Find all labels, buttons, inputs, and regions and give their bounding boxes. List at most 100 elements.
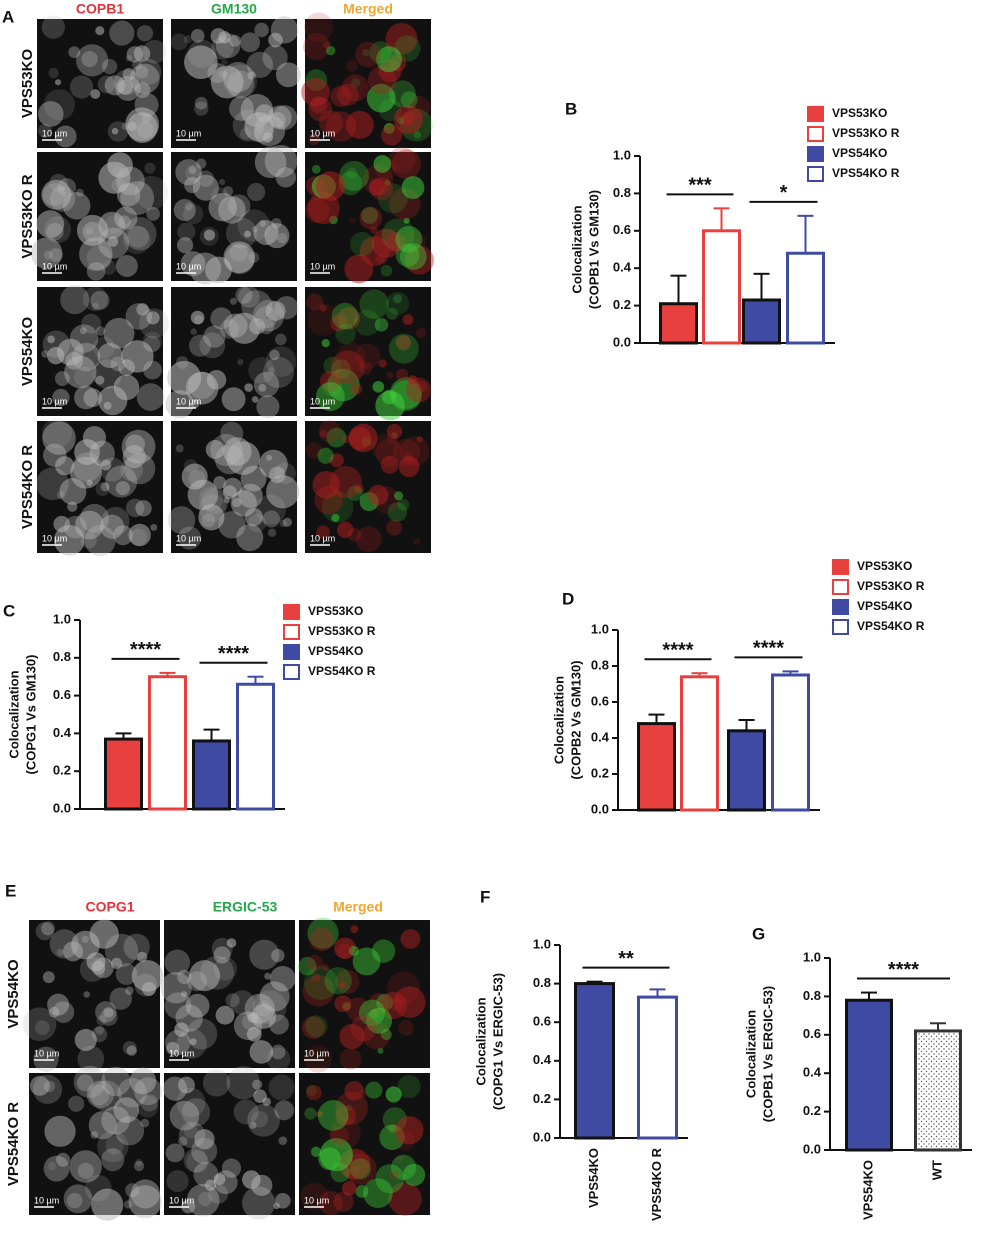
cell-signal <box>86 479 93 486</box>
cell-signal <box>35 922 54 941</box>
legend-label: VPS54KO <box>308 644 363 658</box>
cell-signal <box>198 504 225 531</box>
legend-label: VPS53KO R <box>832 126 900 140</box>
cell-signal <box>100 1008 118 1026</box>
legend-label: VPS53KO <box>832 106 887 120</box>
cell-signal <box>95 375 105 385</box>
cell-signal <box>255 305 278 329</box>
cell-signal <box>210 28 227 44</box>
cell-signal <box>218 511 246 539</box>
cell-signal <box>90 290 110 310</box>
cell-signal <box>229 34 241 47</box>
cell-signal <box>264 972 272 980</box>
scale-bar-label: 10 µm <box>310 533 335 543</box>
cell-signal <box>254 146 287 179</box>
cell-signal <box>278 1136 288 1145</box>
cell-signal <box>258 449 288 479</box>
cell-signal <box>169 1100 200 1131</box>
cell-signal <box>251 396 259 403</box>
cell-signal <box>174 1022 189 1037</box>
cell-signal <box>368 992 389 1014</box>
cell-signal <box>48 67 59 79</box>
cell-signal <box>395 225 423 253</box>
cell-signal <box>309 927 334 952</box>
cell-signal <box>22 1007 57 1041</box>
cell-signal <box>376 46 403 73</box>
scale-bar-label: 10 µm <box>42 128 67 138</box>
cell-signal <box>395 368 409 381</box>
cell-signal <box>330 1126 350 1145</box>
cell-signal <box>375 253 385 264</box>
cell-signal <box>394 491 404 501</box>
cell-signal <box>98 385 128 416</box>
cell-signal <box>362 164 394 196</box>
cell-signal <box>230 990 255 1015</box>
cell-signal <box>311 164 321 174</box>
cell-signal <box>190 310 205 325</box>
cell-signal <box>117 79 133 95</box>
cell-signal <box>238 483 263 509</box>
cell-signal <box>115 75 141 101</box>
cell-signal <box>403 452 413 463</box>
cell-signal <box>183 459 199 474</box>
legend-marker <box>832 579 849 595</box>
legend-label: VPS53KO <box>308 604 363 618</box>
cell-signal <box>335 323 356 345</box>
cell-signal <box>376 993 394 1012</box>
cell-signal <box>178 526 202 550</box>
cell-signal <box>124 1200 133 1209</box>
cell-signal <box>336 521 354 539</box>
cell-signal <box>186 1150 209 1173</box>
scale-bar-label: 10 µm <box>310 396 335 406</box>
cell-signal <box>136 383 165 411</box>
cell-signal <box>399 243 427 270</box>
cell-signal <box>136 25 154 42</box>
cell-signal <box>386 431 399 444</box>
cell-signal <box>346 997 370 1022</box>
cell-signal <box>349 1165 360 1176</box>
cell-signal <box>135 65 149 79</box>
cell-signal <box>196 158 207 169</box>
cell-signal <box>95 26 105 36</box>
cell-signal <box>307 303 340 336</box>
cell-signal <box>43 1155 70 1182</box>
legend-label: VPS54KO R <box>832 166 900 180</box>
cell-signal <box>388 146 416 174</box>
cell-signal <box>415 327 427 339</box>
cell-signal <box>367 65 397 95</box>
legend-label: VPS53KO R <box>857 579 925 593</box>
cell-signal <box>105 214 124 234</box>
cell-signal <box>344 254 374 284</box>
significance-label: **** <box>662 639 693 661</box>
cell-signal <box>319 370 341 392</box>
y-tick-label: 0.6 <box>53 687 71 702</box>
y-tick-label: 0.4 <box>613 260 632 275</box>
legend-label: VPS54KO <box>832 146 887 160</box>
cell-signal <box>249 1040 274 1064</box>
cell-signal <box>349 217 356 224</box>
scale-bar-label: 10 µm <box>176 128 201 138</box>
cell-signal <box>312 471 341 499</box>
cell-signal <box>388 1182 422 1216</box>
cell-signal <box>129 1067 157 1095</box>
cell-signal <box>44 1115 76 1147</box>
legend-marker <box>832 559 849 575</box>
y-tick-label: 0.2 <box>803 1103 821 1118</box>
cell-signal <box>143 360 162 380</box>
cell-signal <box>310 1146 322 1158</box>
cell-signal <box>97 75 116 94</box>
cell-signal <box>227 194 251 217</box>
cell-signal <box>62 192 91 220</box>
cell-signal <box>275 62 301 88</box>
micrograph <box>305 287 431 416</box>
cell-signal <box>339 981 346 989</box>
cell-signal <box>264 144 298 178</box>
cell-signal <box>266 475 300 509</box>
cell-signal <box>341 434 350 444</box>
cell-signal <box>115 255 138 278</box>
y-tick-label: 1.0 <box>53 611 71 626</box>
cell-signal <box>264 223 290 249</box>
cell-signal <box>315 171 346 201</box>
legend-marker <box>283 624 300 640</box>
panel-label: B <box>565 99 577 118</box>
